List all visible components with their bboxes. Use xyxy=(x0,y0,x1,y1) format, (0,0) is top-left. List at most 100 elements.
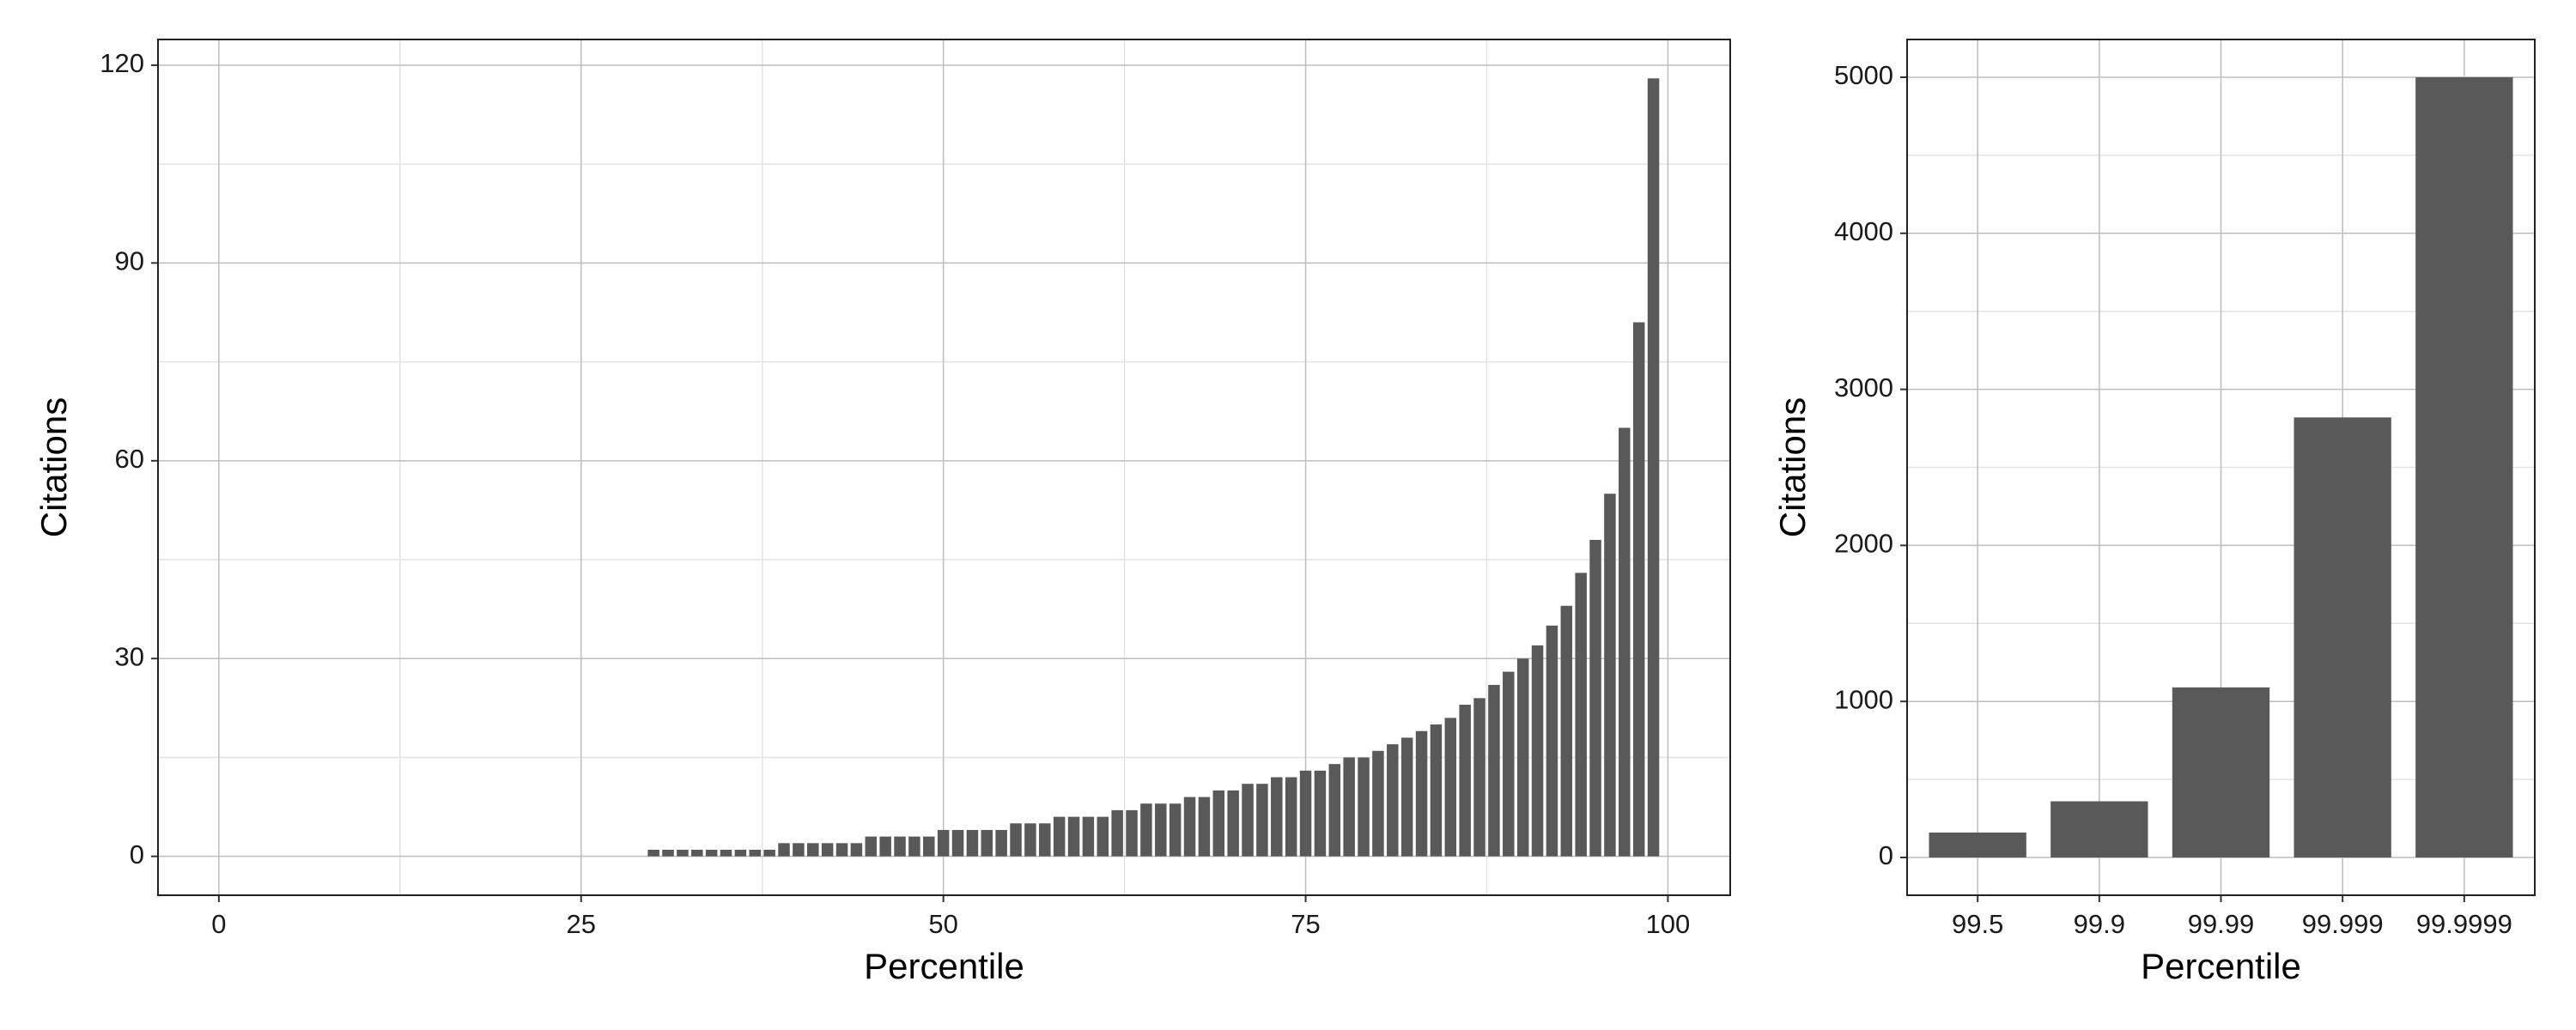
y-tick-label: 0 xyxy=(130,839,144,869)
x-tick-label: 75 xyxy=(1291,909,1320,939)
bar xyxy=(1140,803,1152,857)
bar xyxy=(1198,797,1211,857)
y-axis-title: Citations xyxy=(1772,397,1813,537)
bar xyxy=(1358,757,1370,857)
bar xyxy=(1929,832,2026,858)
x-axis-title: Percentile xyxy=(2141,946,2301,986)
bar xyxy=(1328,764,1341,857)
bar xyxy=(966,829,979,857)
bar xyxy=(1488,684,1500,857)
bar xyxy=(835,843,848,857)
bar xyxy=(1387,744,1399,857)
bar xyxy=(1560,605,1573,857)
y-tick-label: 2000 xyxy=(1834,529,1893,559)
bar xyxy=(951,829,964,857)
bar xyxy=(1285,777,1297,857)
x-tick-label: 99.9999 xyxy=(2416,909,2512,939)
bar xyxy=(749,850,762,857)
bar xyxy=(1039,823,1051,857)
bar xyxy=(1169,803,1182,857)
y-tick-label: 3000 xyxy=(1834,373,1893,403)
bar xyxy=(1430,724,1443,857)
bar xyxy=(2050,801,2148,858)
bar xyxy=(850,843,863,857)
y-tick-label: 60 xyxy=(115,444,144,474)
bar xyxy=(1503,671,1515,857)
bar xyxy=(1473,698,1485,857)
bar xyxy=(894,836,906,857)
y-tick-label: 90 xyxy=(115,246,144,276)
bar xyxy=(1314,770,1327,857)
bar xyxy=(1516,658,1529,857)
bar xyxy=(865,836,878,857)
bar xyxy=(662,850,674,857)
x-tick-label: 99.9 xyxy=(2074,909,2125,939)
bar xyxy=(1589,539,1601,857)
bar xyxy=(793,843,805,857)
bar xyxy=(1604,494,1616,857)
bar xyxy=(1546,625,1558,857)
bar xyxy=(1126,809,1138,857)
bar xyxy=(1212,790,1225,857)
x-tick-label: 100 xyxy=(1646,909,1691,939)
bar xyxy=(2415,76,2513,858)
bar xyxy=(1111,809,1123,857)
bar xyxy=(923,836,935,857)
bar xyxy=(1575,573,1587,857)
bar xyxy=(1647,78,1660,857)
bar xyxy=(1256,784,1268,857)
bar xyxy=(2172,687,2270,858)
bar xyxy=(981,829,993,857)
bar xyxy=(1024,823,1036,857)
bar xyxy=(1299,770,1312,857)
y-tick-label: 0 xyxy=(1879,840,1893,870)
bar xyxy=(647,850,659,857)
bar xyxy=(1372,750,1384,857)
bar xyxy=(1227,790,1239,857)
x-tick-label: 50 xyxy=(928,909,957,939)
bar xyxy=(1531,645,1544,857)
bar xyxy=(2293,417,2391,858)
bar xyxy=(720,850,732,857)
x-tick-label: 99.5 xyxy=(1952,909,2003,939)
bar xyxy=(995,829,1007,857)
y-tick-label: 4000 xyxy=(1834,216,1893,246)
bar xyxy=(1097,816,1109,857)
bar xyxy=(1082,816,1095,857)
bar xyxy=(691,850,703,857)
bar xyxy=(1343,757,1355,857)
bar xyxy=(1459,705,1471,857)
bar xyxy=(1619,427,1631,857)
panel-border xyxy=(157,39,1731,896)
bar xyxy=(807,843,819,857)
bar xyxy=(821,843,834,857)
x-tick-label: 99.999 xyxy=(2302,909,2384,939)
bar xyxy=(908,836,920,857)
y-tick-label: 1000 xyxy=(1834,684,1893,714)
bar xyxy=(1010,823,1022,857)
bar xyxy=(1067,816,1080,857)
bar xyxy=(778,843,790,857)
bar xyxy=(1444,718,1457,857)
bar xyxy=(1415,730,1428,857)
bar xyxy=(937,829,950,857)
x-tick-label: 0 xyxy=(211,909,226,939)
bar xyxy=(677,850,689,857)
x-axis-title: Percentile xyxy=(864,946,1024,986)
bar xyxy=(1400,737,1413,857)
x-tick-label: 25 xyxy=(567,909,596,939)
bar xyxy=(1242,784,1254,857)
bar xyxy=(734,850,747,857)
bar xyxy=(1183,797,1196,857)
x-tick-label: 99.99 xyxy=(2188,909,2255,939)
bar xyxy=(1155,803,1167,857)
bar xyxy=(1632,322,1645,857)
panel-border xyxy=(1906,39,2536,896)
bar xyxy=(1053,816,1066,857)
y-tick-label: 120 xyxy=(100,48,144,78)
bar xyxy=(879,836,891,857)
bar xyxy=(705,850,718,857)
y-axis-title: Citations xyxy=(33,397,74,537)
